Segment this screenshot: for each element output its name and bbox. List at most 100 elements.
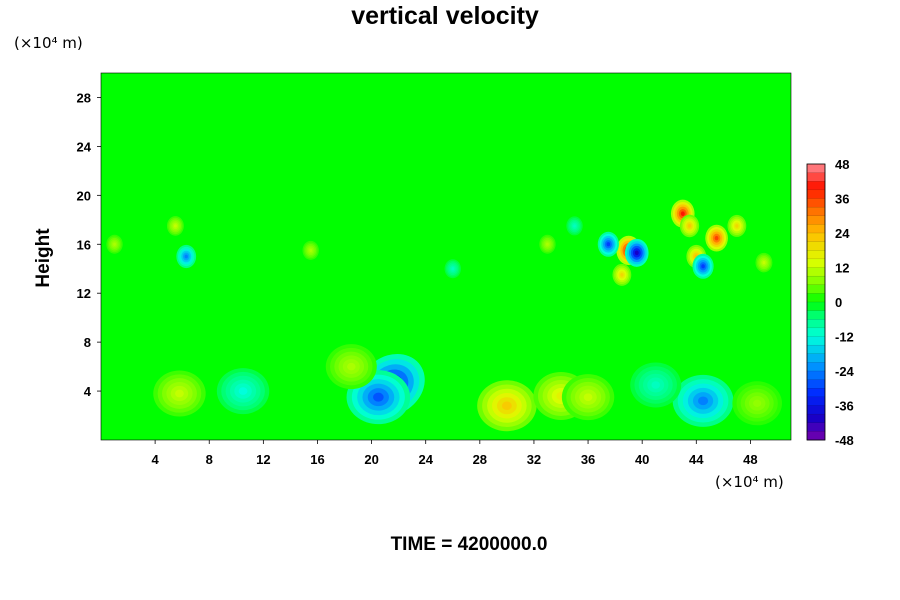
heatmap-feature	[692, 253, 714, 279]
heatmap-contour	[680, 211, 685, 217]
heatmap-contour	[501, 401, 512, 410]
colorbar-step	[806, 388, 826, 398]
y-tick-label: 20	[77, 188, 91, 203]
colorbar-step	[806, 163, 826, 174]
colorbar-step	[806, 431, 826, 441]
colorbar-step	[806, 422, 826, 432]
heatmap-feature	[477, 380, 537, 432]
colorbar-step	[806, 405, 826, 415]
heatmap-contour	[573, 224, 576, 228]
colorbar-ticks: 48 36 24 12 0 -12 -24 -36 -48	[835, 157, 855, 448]
x-axis-ticks: 4 8 12 16 20 24 28 32 36 40 44 48	[152, 440, 758, 467]
colorbar-step	[806, 336, 826, 346]
chart-title: vertical velocity	[351, 2, 539, 30]
heatmap-contour	[714, 235, 719, 241]
x-tick-label: 24	[418, 452, 433, 467]
colorbar-step	[806, 250, 826, 260]
plot-frame	[100, 72, 792, 441]
colorbar-tick-label: -36	[835, 399, 854, 414]
colorbar-frame	[806, 163, 826, 441]
heatmap-features	[106, 199, 782, 432]
colorbar-step	[806, 327, 826, 337]
colorbar-tick-label: -24	[835, 364, 855, 379]
heatmap-feature	[176, 244, 197, 269]
y-tick-label: 16	[77, 237, 91, 252]
colorbar: 48 36 24 12 0 -12 -24 -36 -48	[806, 157, 855, 448]
heatmap-feature	[566, 216, 583, 236]
heatmap-feature	[630, 362, 682, 408]
heatmap-feature	[166, 216, 184, 236]
colorbar-step	[806, 241, 826, 251]
heatmap-contour	[753, 399, 762, 407]
heatmap-feature	[732, 381, 782, 426]
heatmap-contour	[620, 273, 624, 277]
colorbar-step	[806, 293, 826, 303]
colorbar-tick-label: 12	[835, 261, 849, 276]
heatmap-feature	[705, 224, 728, 252]
x-tick-label: 8	[206, 452, 213, 467]
y-tick-label: 4	[84, 384, 92, 399]
colorbar-tick-label: 48	[835, 157, 849, 172]
colorbar-step	[806, 189, 826, 199]
x-tick-label: 20	[364, 452, 378, 467]
colorbar-steps	[806, 163, 826, 441]
heatmap-feature	[561, 374, 615, 421]
colorbar-tick-label: 36	[835, 192, 849, 207]
colorbar-step	[806, 198, 826, 208]
x-tick-label: 12	[256, 452, 270, 467]
colorbar-step	[806, 206, 826, 217]
x-tick-label: 40	[635, 452, 649, 467]
heatmap-feature	[727, 214, 747, 237]
colorbar-step	[806, 396, 826, 406]
colorbar-step	[806, 181, 826, 191]
heatmap-feature	[755, 252, 773, 273]
colorbar-tick-label: -48	[835, 433, 854, 448]
colorbar-step	[806, 362, 826, 372]
x-tick-label: 4	[152, 452, 160, 467]
y-axis-label: Height	[33, 228, 54, 288]
x-tick-label: 48	[743, 452, 757, 467]
heatmap-feature	[216, 368, 270, 415]
heatmap-feature	[624, 238, 649, 267]
colorbar-step	[806, 215, 826, 225]
heatmap-feature	[106, 234, 123, 254]
colorbar-step	[806, 379, 826, 389]
colorbar-step	[806, 310, 826, 320]
colorbar-step	[806, 344, 826, 355]
colorbar-step	[806, 258, 826, 268]
colorbar-step	[806, 370, 826, 381]
x-tick-label: 44	[689, 452, 704, 467]
colorbar-tick-label: -12	[835, 330, 854, 345]
y-tick-label: 12	[77, 286, 91, 301]
heatmap-contour	[175, 389, 184, 398]
heatmap-feature	[153, 370, 206, 417]
heatmap-contour	[687, 224, 692, 228]
heatmap-contour	[309, 248, 313, 252]
x-unit-label: (×10⁴ m)	[715, 473, 784, 491]
colorbar-step	[806, 413, 826, 424]
heatmap-feature	[539, 234, 556, 254]
x-tick-label: 28	[473, 452, 487, 467]
heatmap-contour	[113, 242, 116, 246]
y-tick-label: 8	[84, 335, 91, 350]
heatmap-feature	[672, 374, 734, 427]
heatmap-feature	[325, 344, 377, 390]
colorbar-step	[806, 353, 826, 363]
y-axis-ticks: 4 8 12 16 20 24 28	[77, 90, 101, 399]
heatmap-contour	[238, 387, 248, 395]
heatmap-contour	[606, 242, 611, 247]
heatmap-contour	[583, 393, 593, 402]
colorbar-step	[806, 275, 826, 286]
colorbar-step	[806, 267, 826, 277]
x-tick-label: 36	[581, 452, 595, 467]
heatmap-feature	[597, 231, 619, 257]
heatmap-contour	[651, 381, 660, 389]
heatmap-contour	[634, 250, 639, 256]
x-tick-label: 16	[310, 452, 324, 467]
heatmap-contour	[174, 224, 177, 228]
heatmap-contour	[762, 260, 766, 265]
heatmap-field	[101, 73, 791, 440]
heatmap-feature	[612, 263, 632, 286]
colorbar-step	[806, 301, 826, 312]
